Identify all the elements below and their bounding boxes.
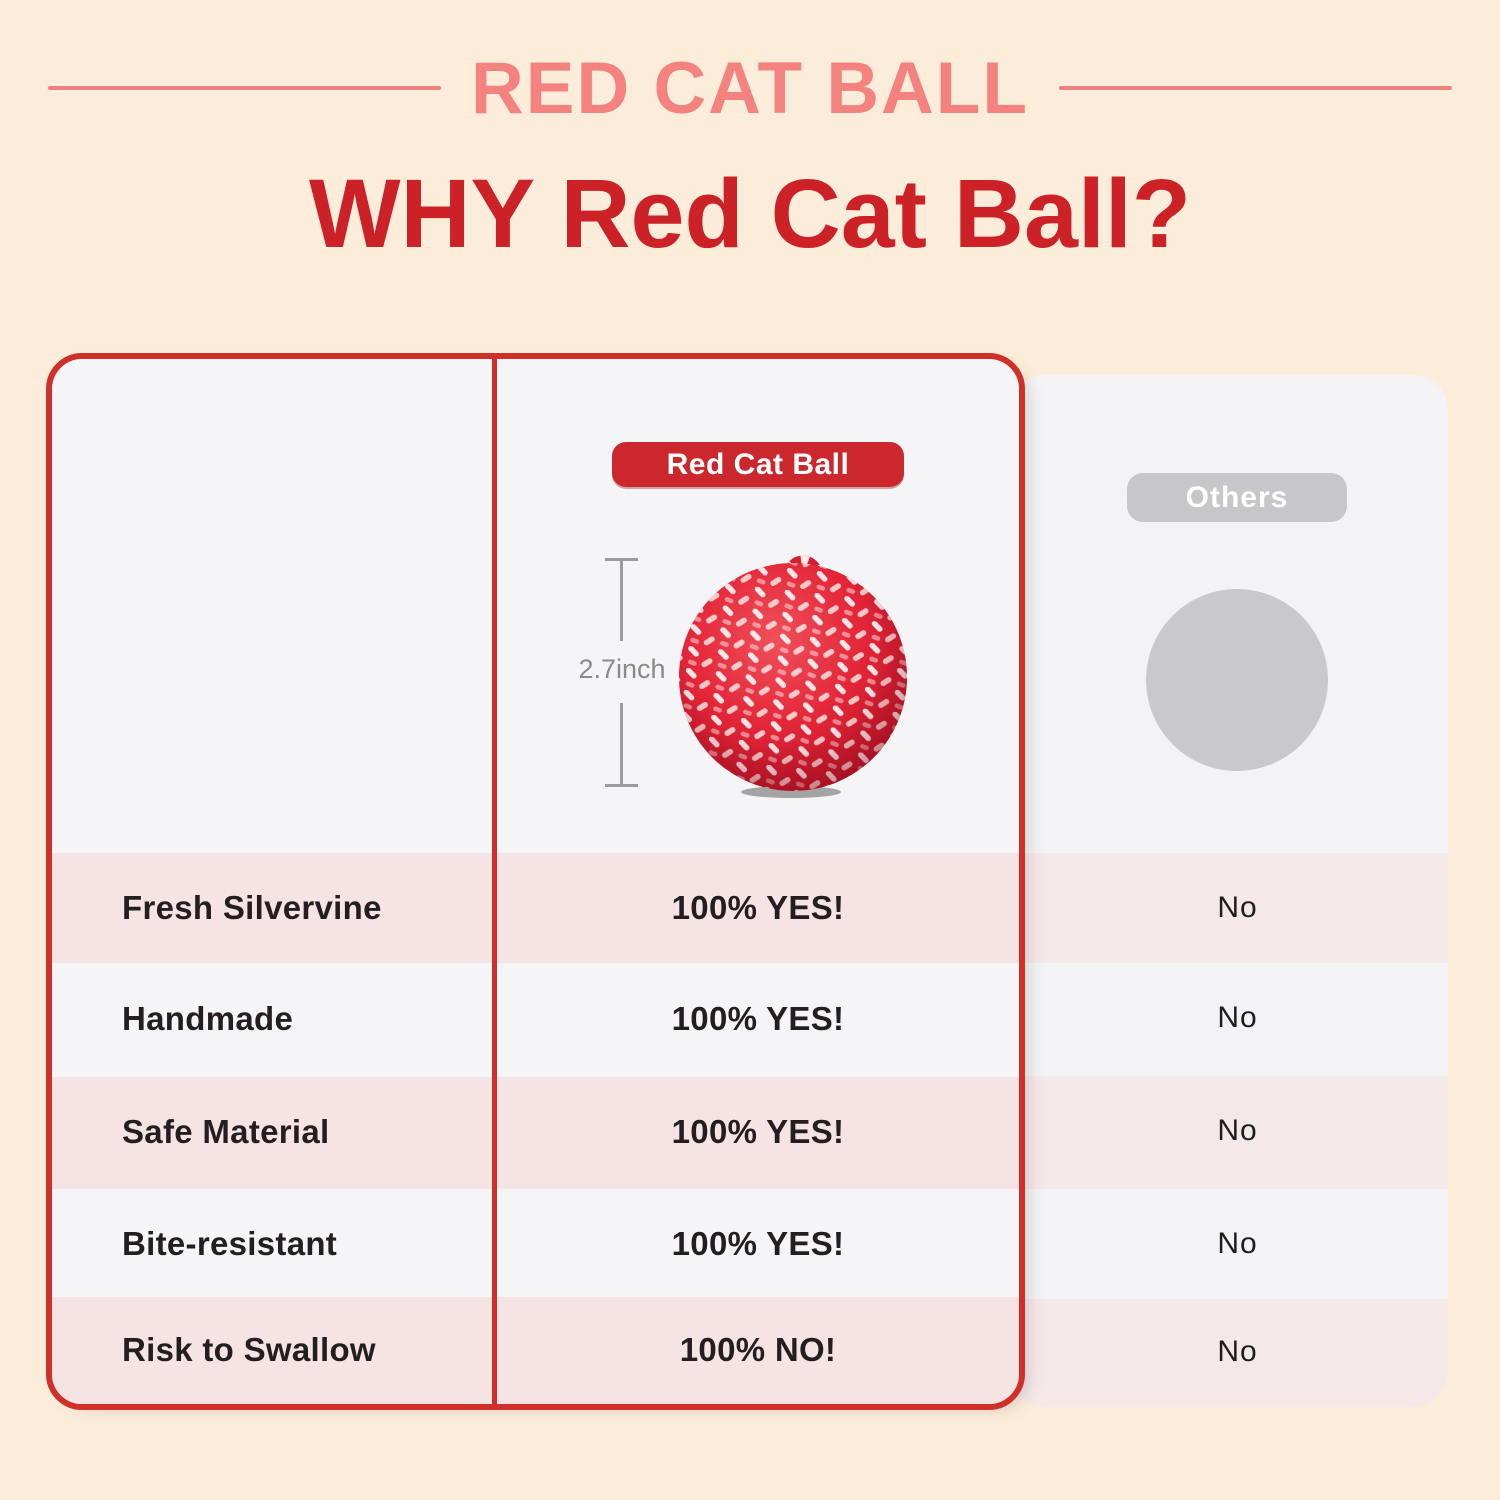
red-value: 100% YES! [671,1225,845,1262]
red-value: 100% YES! [671,1000,845,1037]
feature-label: Bite-resistant [122,1225,338,1262]
row-stripe [52,853,1019,963]
feature-label: Safe Material [122,1113,330,1150]
others-panel: Others No No No No No [1010,375,1448,1407]
size-label: 2.7inch [578,654,666,684]
measurement-line [620,703,623,784]
others-value: No [1217,1114,1258,1147]
feature-label: Handmade [122,1000,294,1037]
red-value: 100% YES! [671,1113,845,1150]
others-value: No [1217,1001,1258,1034]
kicker-line-left [48,86,442,90]
column-divider [492,359,497,1404]
row-stripe [1010,853,1448,963]
kicker-line-right [1058,86,1452,90]
red-cat-ball-column-badge: Red Cat Ball [612,442,904,487]
kicker-title: RED CAT BALL [471,47,1029,129]
row-stripe [52,1077,1019,1189]
ball-shadow [741,786,841,798]
red-value: 100% YES! [671,889,845,926]
others-value: No [1217,891,1258,924]
others-value: No [1217,1335,1258,1368]
measurement-cap-top [605,558,638,561]
feature-label: Fresh Silvervine [122,889,382,926]
red-value: 100% NO! [679,1331,837,1368]
crochet-ball-image [679,555,907,798]
kicker-row: RED CAT BALL [0,42,1500,134]
measurement-line [620,561,623,641]
others-value: No [1217,1227,1258,1260]
row-stripe [1010,1299,1448,1407]
measurement-cap-bottom [605,784,638,787]
row-stripe [1010,1076,1448,1189]
row-stripe [52,1297,1019,1404]
others-product-placeholder [1146,589,1328,771]
page-title: WHY Red Cat Ball? [308,159,1192,268]
feature-label: Risk to Swallow [122,1331,376,1368]
others-column-badge: Others [1127,473,1347,522]
red-cat-ball-panel: Red Cat Ball 2.7inch [46,353,1025,1410]
